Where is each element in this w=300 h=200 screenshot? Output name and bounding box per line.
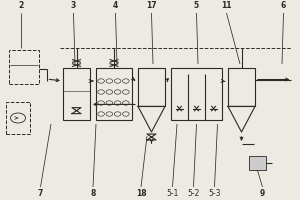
- Text: 5-2: 5-2: [187, 190, 200, 198]
- Text: 18: 18: [136, 190, 146, 198]
- Text: 5: 5: [194, 1, 199, 10]
- Text: 5-3: 5-3: [208, 190, 221, 198]
- Text: 11: 11: [221, 1, 232, 10]
- Text: 3: 3: [71, 1, 76, 10]
- Text: 17: 17: [146, 1, 157, 10]
- Bar: [9, 50, 39, 84]
- Text: 8: 8: [90, 190, 96, 198]
- Bar: [96, 68, 132, 120]
- Bar: [171, 68, 222, 120]
- Bar: [249, 156, 266, 170]
- Text: 4: 4: [113, 1, 118, 10]
- Text: 7: 7: [38, 190, 43, 198]
- Bar: [138, 68, 165, 106]
- Bar: [63, 68, 90, 120]
- Text: 6: 6: [281, 1, 286, 10]
- Text: 5-1: 5-1: [166, 190, 179, 198]
- Bar: [228, 68, 255, 106]
- Text: 2: 2: [18, 1, 24, 10]
- Bar: [6, 102, 30, 134]
- Text: 9: 9: [260, 190, 265, 198]
